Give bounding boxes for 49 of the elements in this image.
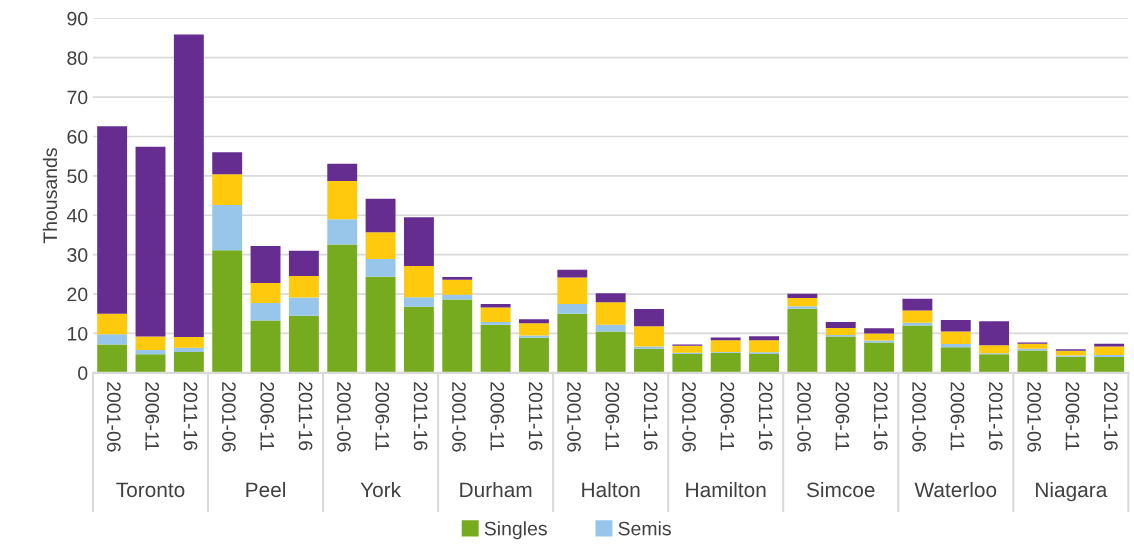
y-tick-label: 0	[78, 366, 88, 381]
x-tick-label: 2001-06	[797, 382, 811, 452]
text: Durham	[460, 481, 532, 498]
y-tick-label: 70	[67, 90, 88, 105]
y-tick-label: 20	[67, 287, 88, 302]
text: Niagara	[1036, 481, 1108, 502]
x-tick-label: 2006-11	[490, 382, 505, 451]
x-tick-label: 2006-11	[145, 382, 160, 451]
y-tick-label: 10	[67, 326, 88, 341]
x-tick-label: 2006-11	[835, 382, 850, 451]
y-axis-title: Thousands	[42, 148, 58, 244]
x-tick-label: 2006-11	[260, 382, 275, 451]
legend-label: Semis	[618, 521, 671, 536]
x-tick-label: 2011-16	[183, 382, 198, 451]
x-tick-label: 2011-16	[643, 382, 658, 451]
y-tick-label: 90	[67, 11, 88, 26]
y-tick-label: 80	[67, 51, 88, 65]
x-tick-label: 2001-06	[106, 382, 121, 452]
x-tick-label: 2011-16	[1103, 382, 1118, 451]
x-tick-label: 2001-06	[337, 382, 351, 452]
x-tick-label: 2006-11	[720, 382, 735, 451]
text: Simcoe	[806, 481, 875, 498]
x-tick-label: 2006-11	[605, 382, 620, 451]
x-tick-label: 2006-11	[1065, 382, 1080, 451]
x-tick-label: 2011-16	[758, 382, 773, 451]
y-tick-label: 50	[67, 169, 88, 184]
y-tick-label: 30	[67, 248, 88, 262]
text: Halton	[582, 481, 640, 498]
x-tick-label: 2001-06	[912, 382, 926, 452]
text: Toronto	[116, 482, 185, 498]
x-tick-label: 2001-06	[452, 382, 466, 452]
y-tick-label: 60	[67, 129, 88, 144]
x-tick-label: 2001-06	[1027, 382, 1042, 452]
x-tick-label: 2011-16	[298, 382, 313, 451]
x-tick-label: 2011-16	[873, 382, 888, 451]
x-tick-label: 2001-06	[682, 382, 696, 452]
x-tick-label: 2001-06	[221, 382, 236, 452]
x-tick-label: 2006-11	[375, 382, 390, 451]
text: Hamilton	[686, 481, 766, 498]
x-tick-label: 2011-16	[413, 382, 428, 451]
x-tick-label: 2011-16	[988, 382, 1003, 451]
y-tick-label: 40	[66, 208, 88, 223]
text: York	[360, 481, 402, 498]
x-tick-label: 2011-16	[528, 382, 543, 451]
text: Peel	[246, 481, 285, 498]
text: Waterloo	[914, 481, 997, 498]
x-tick-label: 2006-11	[950, 382, 965, 451]
x-tick-label: 2001-06	[567, 382, 581, 452]
legend-label: Singles	[484, 521, 547, 540]
